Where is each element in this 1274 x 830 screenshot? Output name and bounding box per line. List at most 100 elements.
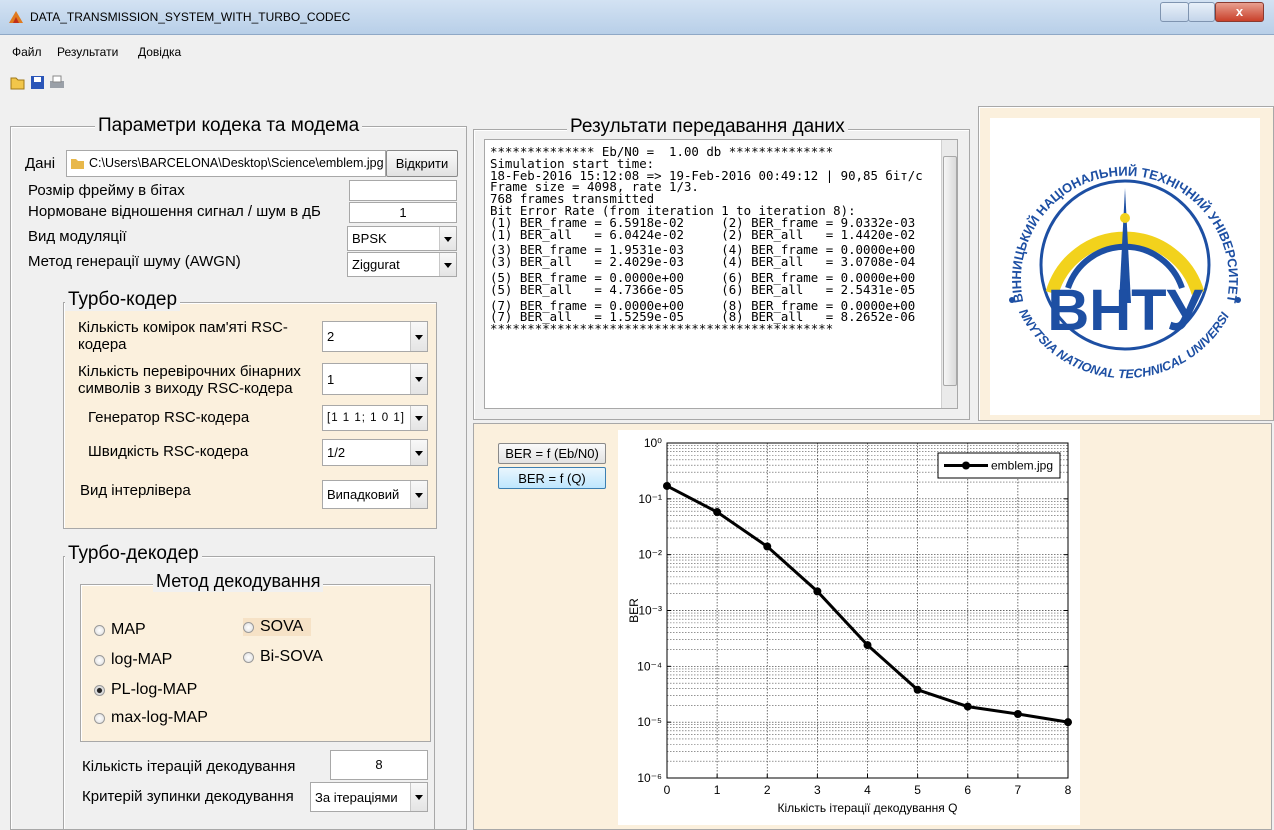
label: Кількість перевірочних бінарних символів… [78, 363, 318, 397]
panel-title: Турбо-кодер [65, 289, 180, 311]
parity-dropdown[interactable]: 1 [322, 363, 428, 395]
app-icon [8, 9, 24, 25]
minimize-button[interactable] [1160, 2, 1189, 22]
y-tick-label: 10⁻¹ [638, 492, 662, 506]
radio-label: max-log-MAP [111, 709, 208, 727]
result-line: (3) BER_all = 2.4029e-03 (4) BER_all = 3… [490, 256, 923, 268]
x-tick-label: 5 [914, 783, 921, 797]
data-point [1064, 718, 1072, 726]
logo: ВНТУ ВІННИЦЬКИЙ НАЦІОНАЛЬНИЙ ТЕХНІЧНИЙ У… [990, 118, 1260, 415]
dropdown-value: За ітераціями [315, 790, 398, 805]
panel-title: Результати передавання даних [567, 116, 848, 138]
radio-label: Bi-SOVA [260, 648, 323, 666]
scrollbar[interactable] [941, 140, 957, 408]
radio-indicator [243, 652, 254, 663]
open-icon[interactable] [11, 78, 24, 89]
x-tick-label: 8 [1065, 783, 1072, 797]
dropdown-value: 2 [327, 329, 334, 344]
y-tick-label: 10⁻² [638, 548, 662, 562]
plot-button[interactable]: BER = f (Eb/N0) [498, 443, 606, 464]
dropdown-value: [1 1 1; 1 0 1] [327, 412, 405, 424]
label: Вид інтерлівера [80, 482, 191, 499]
iterations-field[interactable]: 8 [330, 750, 428, 780]
label: Критерій зупинки декодування [82, 788, 294, 805]
menu-item[interactable]: Результати [57, 45, 118, 59]
snr-field[interactable]: 1 [349, 202, 457, 223]
panel-title: Параметри кодека та модема [95, 115, 362, 137]
radio-button[interactable]: log-MAP [94, 651, 172, 669]
menu-item[interactable]: Довідка [138, 45, 181, 59]
x-tick-label: 6 [964, 783, 971, 797]
radio-label: SOVA [260, 618, 303, 636]
results-text-box[interactable]: ************** Eb/N0 = 1.00 db *********… [484, 139, 958, 409]
data-point [763, 543, 771, 551]
data-point [864, 641, 872, 649]
x-tick-label: 7 [1015, 783, 1022, 797]
data-point [663, 482, 671, 490]
label: Кількість ітерацій декодування [82, 758, 295, 775]
plot-button[interactable]: BER = f (Q) [498, 467, 606, 489]
modulation-dropdown[interactable]: BPSK [347, 226, 457, 251]
x-tick-label: 0 [664, 783, 671, 797]
stop-dropdown[interactable]: За ітераціями [310, 782, 428, 812]
label: Дані [25, 155, 55, 172]
radio-label: MAP [111, 621, 146, 639]
save-icon[interactable] [31, 76, 44, 89]
radio-indicator [94, 713, 105, 724]
label: Кількість комірок пам'яті RSC-кодера [78, 319, 308, 353]
open-button[interactable]: Відкрити [386, 150, 458, 177]
result-line: (5) BER_all = 4.7366e-05 (6) BER_all = 2… [490, 284, 923, 296]
frame-size-field[interactable] [349, 180, 457, 201]
radio-button[interactable]: Bi-SOVA [243, 648, 323, 666]
maximize-button[interactable] [1188, 2, 1215, 22]
dropdown-value: 1/2 [327, 445, 345, 460]
chart-background [618, 430, 1080, 825]
y-tick-label: 10⁰ [644, 436, 662, 450]
radio-button[interactable]: SOVA [243, 618, 311, 636]
x-tick-label: 2 [764, 783, 771, 797]
radio-button[interactable]: max-log-MAP [94, 709, 208, 727]
label: Розмір фрейму в бітах [28, 182, 185, 199]
y-tick-label: 10⁻⁶ [637, 771, 662, 785]
results-text: ************** Eb/N0 = 1.00 db *********… [490, 146, 923, 335]
radio-button[interactable]: MAP [94, 621, 146, 639]
interleaver-dropdown[interactable]: Випадковий [322, 480, 428, 509]
label: Метод генерації шуму (AWGN) [28, 253, 241, 270]
scroll-thumb[interactable] [943, 156, 957, 386]
dropdown-value: Ziggurat [352, 257, 400, 272]
menu-item[interactable]: Файл [12, 45, 42, 59]
radio-indicator [94, 685, 105, 696]
file-path-field[interactable]: C:\Users\BARCELONA\Desktop\Science\emble… [66, 150, 386, 177]
radio-indicator [94, 655, 105, 666]
radio-button[interactable]: PL-log-MAP [94, 681, 197, 699]
radio-indicator [243, 622, 254, 633]
label: Вид модуляції [28, 228, 127, 245]
memory-dropdown[interactable]: 2 [322, 321, 428, 352]
page: Turbo codec {"window": {"title": "DATA_T… [0, 0, 1274, 830]
rate-dropdown[interactable]: 1/2 [322, 439, 428, 466]
data-point [1014, 710, 1022, 718]
noise-dropdown[interactable]: Ziggurat [347, 252, 457, 277]
radio-indicator [94, 625, 105, 636]
dropdown-value: BPSK [352, 231, 387, 246]
dropdown-value: 1 [327, 372, 334, 387]
window-title: DATA_TRANSMISSION_SYSTEM_WITH_TURBO_CODE… [30, 10, 350, 24]
data-point [813, 587, 821, 595]
x-tick-label: 3 [814, 783, 821, 797]
toolbar [10, 74, 70, 92]
close-button[interactable]: x [1215, 2, 1264, 22]
y-tick-label: 10⁻³ [638, 604, 662, 618]
y-axis-label: BER [627, 598, 641, 623]
y-tick-label: 10⁻⁴ [637, 659, 662, 673]
data-point [713, 508, 721, 516]
window: DATA_TRANSMISSION_SYSTEM_WITH_TURBO_CODE… [0, 0, 1274, 830]
radio-label: PL-log-MAP [111, 681, 197, 699]
generator-dropdown[interactable]: [1 1 1; 1 0 1] [322, 405, 428, 431]
panel-title: Турбо-декодер [65, 543, 202, 565]
x-tick-label: 4 [864, 783, 871, 797]
panel-title: Метод декодування [153, 571, 323, 592]
print-icon[interactable] [50, 76, 64, 88]
x-axis-label: Кількість ітерації декодування Q [778, 801, 958, 815]
data-point [914, 686, 922, 694]
